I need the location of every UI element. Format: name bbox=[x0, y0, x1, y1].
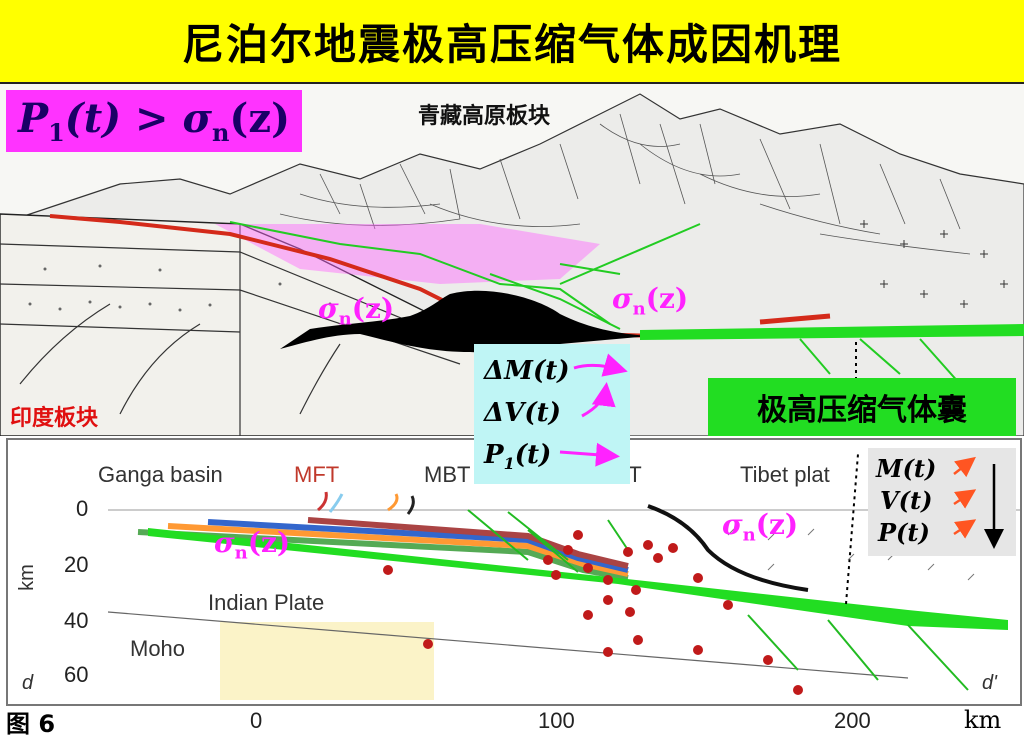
sigma-symbol: σ bbox=[214, 526, 235, 559]
moho-label: Moho bbox=[130, 636, 186, 661]
gas-migration-lines bbox=[229, 221, 961, 385]
sigma-symbol: σ bbox=[722, 508, 743, 541]
section-corner-d: d bbox=[22, 672, 34, 694]
delta-m-label: ΔM(t) bbox=[484, 356, 570, 386]
india-plate-label: 印度板块 bbox=[10, 406, 99, 431]
y-tick-40: 40 bbox=[64, 608, 89, 633]
sigma-z: (z) bbox=[645, 282, 689, 315]
section-corner-dprime: d' bbox=[982, 672, 997, 694]
y-axis-label: km bbox=[15, 564, 38, 591]
m-t-label: M(t) bbox=[876, 454, 937, 483]
formula-p: P bbox=[17, 95, 49, 142]
terrain-hatching bbox=[279, 113, 971, 255]
sigma-label-bottom-right: σn(z) bbox=[722, 508, 798, 546]
v-t-label: V(t) bbox=[880, 486, 933, 515]
trend-arrows bbox=[953, 456, 1004, 549]
cross-section-illustration bbox=[107, 453, 1020, 700]
y-tick-0: 0 bbox=[76, 496, 89, 521]
gas-arrows bbox=[467, 509, 969, 691]
indian-plate-label: Indian Plate bbox=[208, 590, 325, 615]
formula-subn: n bbox=[211, 118, 230, 147]
sigma-sub: n bbox=[632, 298, 646, 320]
x-tick-200: 200 bbox=[834, 708, 871, 733]
formula-t: (t) > bbox=[64, 95, 183, 142]
formula-sigma: σ bbox=[182, 95, 212, 142]
formula-box: P1(t) > σn(z) bbox=[6, 90, 302, 152]
x-unit-label: km bbox=[964, 706, 1002, 734]
sigma-label-left: σn(z) bbox=[318, 292, 394, 330]
granite-crosses bbox=[860, 220, 1008, 308]
sigma-z: (z) bbox=[351, 292, 395, 325]
seismicity-dots bbox=[383, 530, 803, 695]
ganga-basin-label: Ganga basin bbox=[98, 462, 223, 487]
p1-rest: (t) bbox=[514, 440, 552, 470]
sigma-symbol: σ bbox=[318, 292, 339, 325]
sigma-z: (z) bbox=[755, 508, 799, 541]
mft-label: MFT bbox=[294, 462, 340, 487]
sigma-sub: n bbox=[338, 308, 352, 330]
y-tick-20: 20 bbox=[64, 552, 89, 577]
sigma-symbol: σ bbox=[612, 282, 633, 315]
page-title: 尼泊尔地震极高压缩气体成因机理 bbox=[181, 19, 842, 69]
gas-pocket-label-box: 极高压缩气体囊 bbox=[708, 378, 1016, 436]
block-diagram-illustration bbox=[0, 93, 1024, 436]
sigma-sub: n bbox=[742, 524, 756, 546]
sigma-label-bottom-left: σn(z) bbox=[214, 526, 290, 564]
gas-layer bbox=[640, 324, 1024, 340]
sigma-z: (z) bbox=[247, 526, 291, 559]
moho-line bbox=[107, 611, 909, 679]
p1-label: P1(t) bbox=[484, 440, 551, 473]
highlight-rect bbox=[220, 622, 434, 700]
x-tick-0: 0 bbox=[250, 708, 263, 733]
delta-v-label: ΔV(t) bbox=[484, 398, 561, 428]
y-tick-60: 60 bbox=[64, 662, 89, 687]
dotted-arrow bbox=[845, 453, 859, 605]
sigma-sub: n bbox=[234, 542, 248, 564]
p1-sub: 1 bbox=[503, 454, 515, 474]
tibet-plate-label: 青藏高原板块 bbox=[418, 104, 551, 129]
x-tick-100: 100 bbox=[538, 708, 575, 733]
tibet-plateau-label: Tibet plat bbox=[740, 462, 830, 487]
rupture-body bbox=[280, 290, 650, 353]
figure-label: 图 6 bbox=[6, 710, 56, 738]
p-t-label: P(t) bbox=[878, 518, 930, 547]
mct-fault-curve bbox=[647, 504, 809, 592]
increase-arrows bbox=[559, 353, 628, 467]
thrust-arrow-right bbox=[759, 313, 831, 325]
p1-main: P bbox=[484, 440, 504, 470]
parameter-box: M(t) V(t) P(t) bbox=[868, 448, 1016, 556]
formula-sub1: 1 bbox=[48, 118, 65, 147]
sigma-label-right: σn(z) bbox=[612, 282, 688, 320]
mbt-label: MBT bbox=[424, 462, 471, 487]
formula-text: P1(t) > σn(z) bbox=[18, 95, 290, 147]
section-crosses bbox=[727, 528, 975, 581]
variable-box: ΔM(t) ΔV(t) P1(t) bbox=[474, 344, 630, 484]
gas-pocket-label: 极高压缩气体囊 bbox=[757, 393, 967, 428]
gas-slab bbox=[148, 528, 1008, 630]
title-bar: 尼泊尔地震极高压缩气体成因机理 bbox=[0, 0, 1024, 84]
block-diagram-panel bbox=[0, 84, 1024, 436]
formula-z: (z) bbox=[229, 95, 290, 142]
